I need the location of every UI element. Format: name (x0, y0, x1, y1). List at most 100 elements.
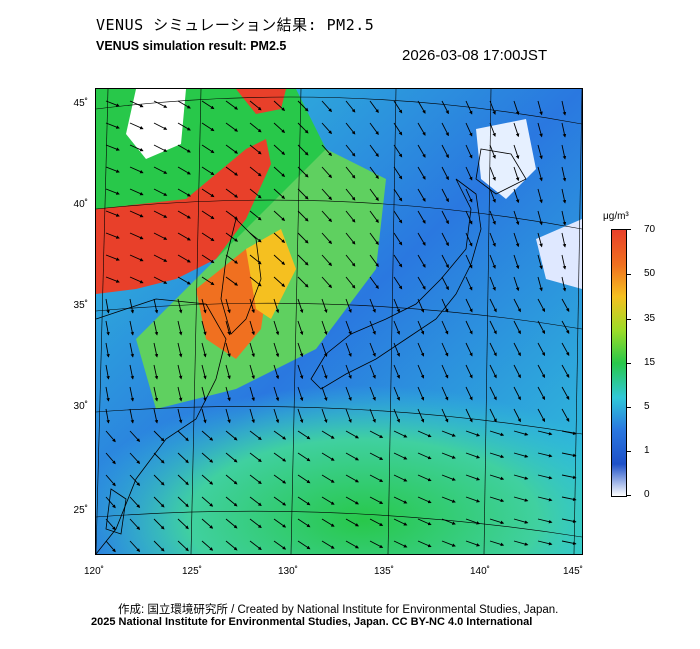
wind-arrow (369, 320, 376, 335)
copyright-line: 2025 National Institute for Environmenta… (91, 616, 533, 628)
wind-arrow (273, 100, 286, 112)
coastline-japan (310, 178, 482, 390)
wind-arrow (225, 408, 231, 424)
wind-arrow (417, 276, 426, 290)
wind-arrow (201, 100, 215, 110)
wind-arrow (129, 496, 141, 508)
wind-arrow (345, 342, 352, 357)
wind-arrow (465, 188, 473, 203)
wind-arrow (561, 386, 570, 400)
wind-arrow (273, 320, 280, 336)
wind-arrow (321, 540, 335, 549)
graticule (96, 89, 582, 554)
wind-arrow (537, 210, 543, 226)
wind-arrow (321, 518, 335, 527)
wind-arrow (105, 364, 110, 380)
colorbar-unit: μg/m³ (603, 211, 629, 222)
wind-arrow (321, 298, 328, 314)
wind-arrow (129, 452, 141, 464)
wind-arrow (129, 122, 144, 130)
wind-arrow (489, 188, 496, 203)
wind-arrow (441, 540, 456, 547)
wind-arrow (129, 276, 144, 284)
credit-line: 作成: 国立環境研究所 / Created by National Instit… (118, 604, 559, 616)
wind-arrow (465, 452, 481, 459)
wind-arrow (489, 254, 496, 269)
wind-arrow (393, 518, 408, 526)
colorbar-tick (626, 407, 631, 408)
wind-arrow (201, 166, 215, 176)
wind-arrow (417, 122, 426, 136)
wind-arrow (153, 540, 165, 552)
wind-arrow (249, 122, 262, 133)
wind-arrow (561, 518, 577, 524)
wind-arrow (129, 166, 144, 174)
wind-arrow (561, 364, 570, 378)
wind-arrow (537, 386, 546, 401)
wind-arrow (201, 452, 214, 463)
wind-arrow (345, 166, 356, 179)
lon-tick-120: 120˚ (84, 566, 105, 577)
wind-arrow (105, 408, 110, 424)
wind-arrow (465, 430, 481, 437)
colorbar-label-0: 0 (644, 489, 650, 500)
wind-arrow (537, 452, 553, 458)
colorbar-tick (626, 451, 631, 452)
wind-arrow (105, 342, 110, 358)
pm-plume-upper (236, 89, 286, 114)
wind-arrow (177, 496, 189, 508)
wind-arrow (513, 276, 520, 292)
wind-arrow (369, 188, 379, 202)
wind-arrow (153, 518, 165, 530)
wind-arrow (489, 408, 497, 423)
wind-arrow (201, 144, 215, 154)
wind-arrow (249, 496, 262, 507)
wind-arrow (417, 232, 426, 246)
wind-arrow (201, 188, 215, 198)
wind-arrow (393, 474, 408, 482)
wind-arrow (129, 232, 144, 240)
wind-arrow (393, 342, 400, 357)
wind-arrow (345, 298, 352, 313)
east-clean-patch (536, 219, 582, 289)
wind-arrow (201, 232, 215, 242)
wind-arrow (297, 166, 309, 178)
wind-arrow (417, 166, 426, 180)
wind-arrow (369, 166, 379, 180)
wind-arrow (249, 408, 255, 424)
wind-arrow (489, 122, 496, 137)
wind-arrow (417, 474, 432, 482)
wind-arrow (513, 408, 521, 423)
wind-arrow (153, 408, 159, 424)
wind-arrow (249, 210, 262, 221)
wind-arrow (561, 540, 577, 546)
wind-arrow (561, 496, 577, 502)
wind-arrow (321, 452, 335, 461)
wind-arrow (393, 364, 400, 379)
wind-arrow (489, 452, 505, 459)
wind-arrow (489, 232, 496, 247)
wind-arrow (465, 276, 473, 291)
wind-arrow (345, 144, 356, 157)
wind-arrow (297, 276, 309, 288)
wind-arrow (129, 144, 144, 152)
colorbar-label-1: 1 (644, 445, 650, 456)
wind-arrow (369, 144, 379, 158)
wind-arrow (465, 342, 473, 357)
wind-arrow (201, 496, 214, 507)
wind-arrow (105, 276, 120, 283)
wind-arrow (561, 210, 567, 226)
wind-arrow (201, 342, 207, 358)
wind-arrow (441, 232, 449, 247)
wind-arrow (393, 100, 403, 114)
wind-arrow (345, 232, 356, 245)
wind-arrow (345, 276, 356, 289)
wind-arrow (105, 100, 120, 107)
wind-arrow (369, 364, 376, 379)
lon-tick-140: 140˚ (470, 566, 491, 577)
wind-arrow (129, 474, 141, 486)
wind-arrow (561, 188, 567, 204)
wind-arrow (105, 452, 116, 465)
wind-arrow (201, 518, 214, 529)
wind-arrow (513, 298, 521, 313)
